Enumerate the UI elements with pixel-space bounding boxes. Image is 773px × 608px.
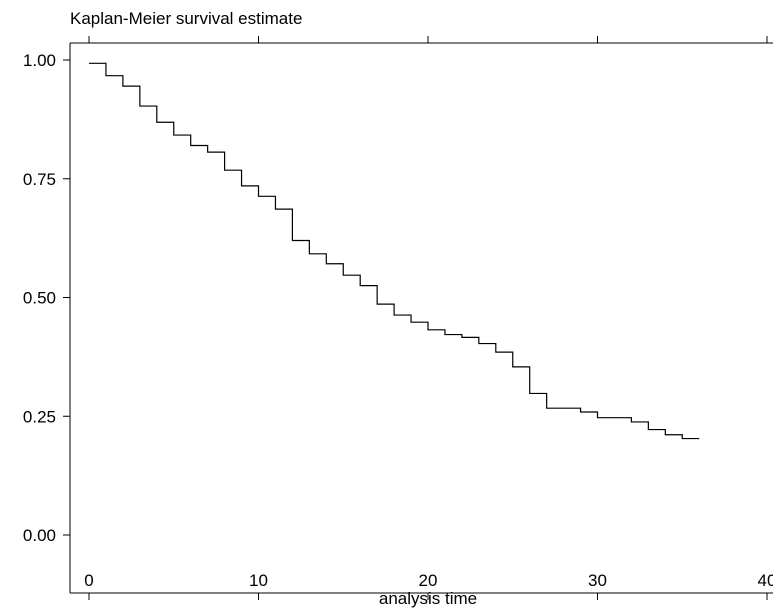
y-tick-label: 0.00	[23, 526, 56, 545]
x-axis-label: analysis time	[379, 589, 477, 608]
y-tick-label: 1.00	[23, 51, 56, 70]
x-tick-label: 20	[419, 571, 438, 590]
chart-title: Kaplan-Meier survival estimate	[70, 9, 302, 28]
x-tick-label: 10	[249, 571, 268, 590]
y-tick-label: 0.75	[23, 170, 56, 189]
survival-step-line	[89, 62, 700, 440]
y-tick-label: 0.25	[23, 407, 56, 426]
x-tick-label: 40	[758, 571, 773, 590]
x-tick-label: 30	[588, 571, 607, 590]
y-tick-label: 0.50	[23, 289, 56, 308]
x-tick-label: 0	[84, 571, 93, 590]
x-ticks: 0 10 20 30 40	[84, 36, 773, 600]
series-layer	[89, 62, 700, 440]
y-ticks: 0.00 0.25 0.50 0.75 1.00	[23, 51, 70, 545]
